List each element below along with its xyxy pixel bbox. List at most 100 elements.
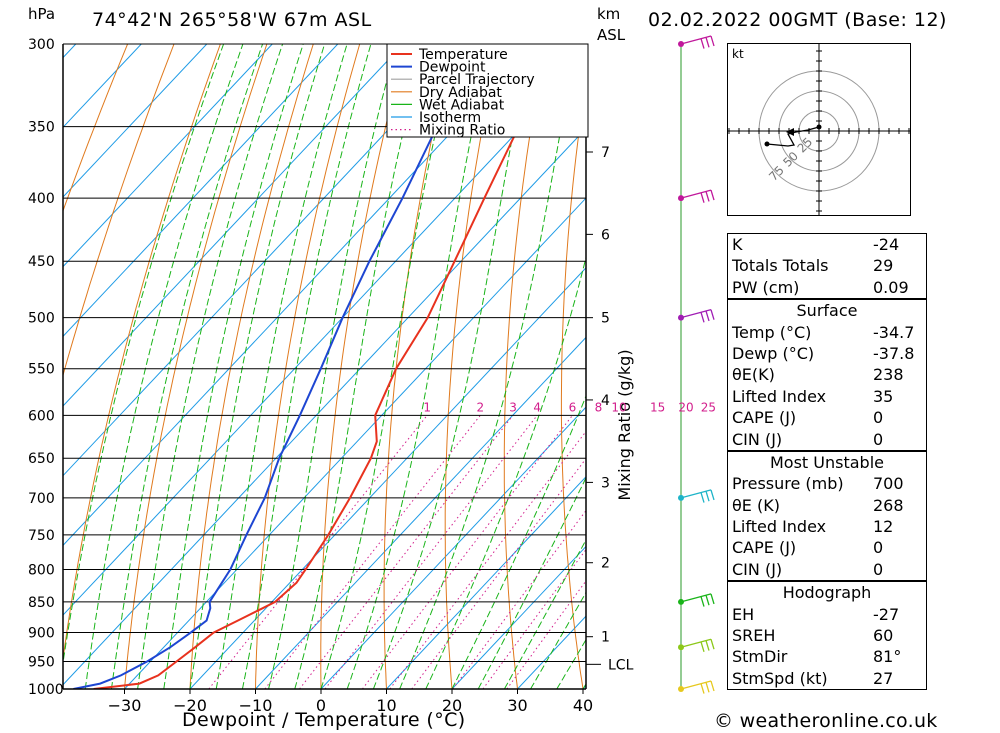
barb-feather — [700, 192, 705, 203]
index-value: -24 — [873, 235, 900, 254]
pressure-tick-label: 900 — [28, 626, 55, 642]
barb-feather — [705, 191, 710, 202]
mixing-ratio-label: 8 — [595, 400, 603, 414]
temperature-tick-label: 30 — [507, 696, 527, 715]
index-row: EH -27 — [728, 604, 926, 625]
dry-adiabat-line — [124, 44, 268, 689]
index-row: CAPE (J) 0 — [728, 407, 926, 428]
dry-adiabat-line — [670, 44, 714, 689]
barb-feather — [710, 639, 715, 650]
mixing-ratio-line — [299, 414, 514, 689]
index-value: 27 — [873, 668, 894, 688]
index-label: θE(K) — [732, 365, 775, 385]
index-label: Lifted Index — [732, 517, 827, 537]
index-value: -37.8 — [873, 343, 915, 363]
index-row: Lifted Index 35 — [728, 386, 926, 407]
wet-adiabat-line — [63, 44, 225, 666]
footer-credit: © weatheronline.co.uk — [714, 710, 938, 732]
pressure-tick-label: 950 — [28, 655, 55, 671]
mixing-ratio-label: 15 — [650, 400, 665, 414]
isotherm-line — [63, 44, 339, 338]
index-row: CIN (J) 0 — [728, 429, 926, 450]
wind-barb — [680, 35, 715, 49]
hodograph-point — [764, 141, 770, 147]
indices-table: K -24 Totals Totals 29 PW (cm) 0.09 Surface… — [727, 233, 927, 691]
hodograph-ring-label: 25 — [795, 135, 816, 156]
mixing-ratio-axis-title: Mixing Ratio (g/kg) — [615, 349, 634, 500]
isotherm-line — [0, 44, 10, 689]
wind-barb — [680, 189, 715, 203]
isotherm-line — [63, 44, 273, 268]
axes: 3003504004505005506006507007508008509009… — [28, 37, 634, 715]
index-label: EH — [732, 604, 755, 624]
index-label: CIN (J) — [732, 429, 783, 449]
isotherm-line — [451, 545, 586, 689]
km-tick-label: 7 — [601, 145, 610, 161]
lcl-label: LCL — [608, 657, 634, 673]
index-row: PW (cm) 0.09 — [728, 277, 926, 298]
km-tick-label: 5 — [601, 311, 610, 327]
wet-adiabat-line — [425, 255, 586, 689]
km-tick-label: 3 — [601, 475, 610, 491]
index-label: Totals Totals — [732, 256, 829, 276]
index-row: θE (K) 268 — [728, 495, 926, 516]
hodograph-point — [816, 124, 822, 130]
index-value: -27 — [873, 604, 900, 624]
pressure-tick-label: 400 — [28, 191, 55, 207]
pressure-tick-label: 450 — [28, 254, 55, 270]
barb-feather — [705, 640, 710, 651]
pressure-tick-label: 1000 — [28, 682, 64, 698]
mixing-ratio-label: 1 — [423, 400, 431, 414]
surface-indices: Surface Temp (°C) -34.7 Dewp (°C) -37.8 θE… — [728, 299, 926, 451]
index-value: 0 — [873, 559, 884, 579]
mixing-ratio-label: 20 — [678, 400, 693, 414]
dry-adiabat-line — [63, 44, 129, 213]
index-value: 81° — [873, 647, 902, 667]
index-label: K — [732, 235, 743, 254]
isotherm-line — [255, 336, 586, 689]
legend-entry: Temperature — [418, 47, 508, 63]
index-value: 12 — [873, 517, 894, 537]
general-indices: K -24 Totals Totals 29 PW (cm) 0.09 — [728, 234, 926, 300]
wet-adiabat-line — [163, 44, 304, 689]
wet-adiabat-line — [530, 591, 586, 689]
barb-feather — [710, 680, 715, 692]
index-row: Totals Totals 29 — [728, 255, 926, 276]
mixing-ratio-line — [362, 414, 573, 689]
mixing-ratio-axis-label: Mixing Ratio (g/kg) — [615, 349, 634, 500]
pressure-tick-label: 500 — [28, 311, 55, 327]
index-label: CAPE (J) — [732, 408, 797, 428]
hodograph-indices: Hodograph EH -27 SREH 60 StmDir 81° StmSpd … — [728, 581, 926, 691]
isotherm-line — [63, 44, 535, 547]
legend-entry: Mixing Ratio — [419, 123, 505, 139]
mixing-ratio-label: 10 — [611, 400, 626, 414]
isotherm-line — [320, 406, 586, 689]
barb-feather — [710, 189, 715, 201]
wind-barb — [680, 593, 715, 607]
mixing-ratio-line — [411, 457, 586, 689]
pressure-tick-label: 700 — [28, 491, 55, 507]
temperature-tick-label: −20 — [173, 696, 207, 715]
wet-adiabat-line — [451, 394, 586, 689]
pressure-tick-label: 350 — [28, 120, 55, 136]
index-row: Temp (°C) -34.7 — [728, 322, 926, 343]
wet-adiabat-line — [399, 44, 578, 689]
mixing-ratio-label: 6 — [569, 400, 577, 414]
index-row: θE(K) 238 — [728, 364, 926, 385]
barb-feather — [700, 683, 705, 694]
wind-barb — [680, 638, 715, 653]
index-label: StmSpd (kt) — [732, 668, 828, 688]
wet-adiabat-line — [84, 44, 244, 689]
section-title: Most Unstable — [728, 450, 926, 473]
barb-feather — [705, 37, 710, 48]
temperature-tick-label: 10 — [376, 696, 396, 715]
pressure-tick-label: 300 — [28, 37, 55, 53]
mixing-ratio-label: 2 — [476, 400, 484, 414]
legend-entry: Wet Adiabat — [419, 97, 505, 113]
pressure-tick-label: 550 — [28, 362, 55, 378]
most-unstable-indices: Most Unstable Pressure (mb) 700 θE (K) 268… — [728, 450, 926, 582]
isotherm-line — [63, 44, 208, 198]
dewpoint-line — [73, 44, 513, 689]
isotherm-line — [124, 197, 586, 689]
